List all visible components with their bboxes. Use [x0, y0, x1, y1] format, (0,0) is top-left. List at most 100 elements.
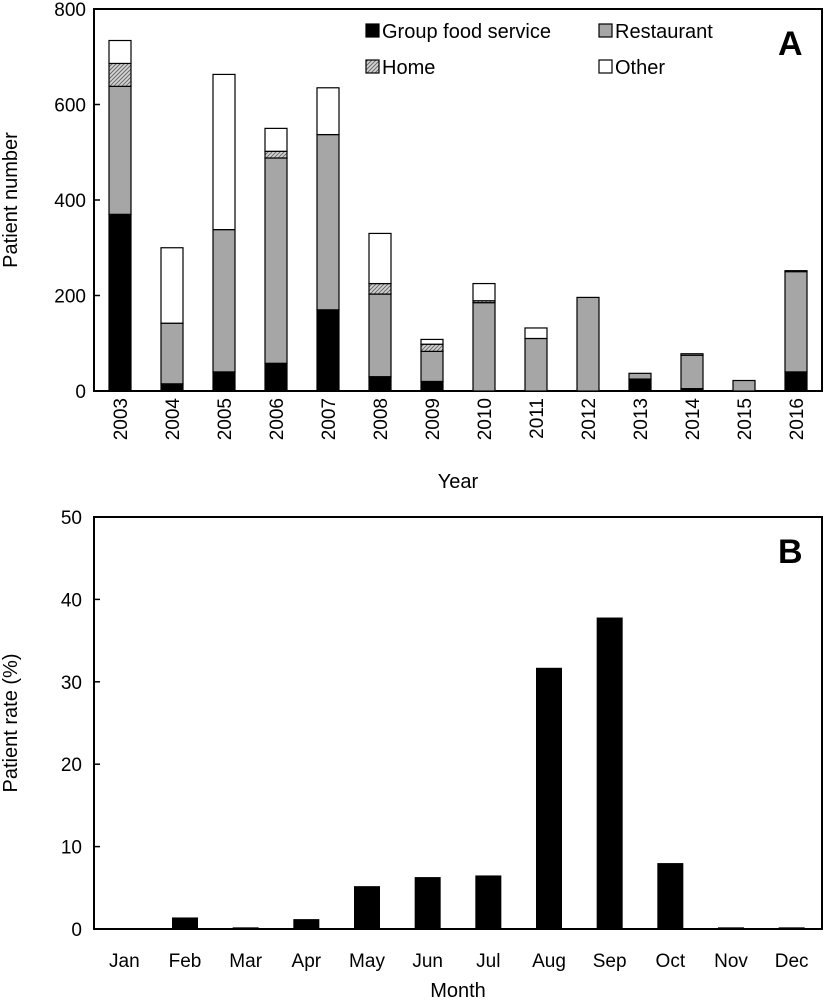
y-tick-label: 40: [61, 590, 82, 611]
bar-2014-other: [680, 353, 704, 356]
bar-2006-group-food-service: [264, 362, 288, 392]
bar-2008-group-food-service: [368, 376, 392, 392]
x-tick-label-jul: Jul: [476, 951, 500, 972]
bar-2013-group-food-service: [628, 378, 652, 392]
bar-2006-other: [264, 127, 288, 152]
bar-2009-group-food-service: [420, 380, 444, 392]
bar-2003-other: [108, 39, 132, 65]
y-tick-label: 0: [71, 920, 82, 941]
x-tick-label-2013: 2013: [631, 398, 652, 440]
y-tick-label: 800: [54, 0, 86, 21]
bar-2011-restaurant: [524, 337, 548, 392]
chart-b-panel-label: B: [778, 533, 803, 571]
chart-b-y-axis-label: Patient rate (%): [0, 654, 22, 793]
bar-Jul: [475, 875, 502, 929]
bar-2009-restaurant: [420, 350, 444, 383]
chart-a-y-axis-label: Patient number: [0, 132, 22, 268]
bar-2009-home: [420, 343, 444, 352]
bar-Aug: [536, 667, 562, 929]
bar-2008-restaurant: [368, 293, 392, 378]
x-tick-label-2008: 2008: [371, 398, 392, 440]
bar-Apr: [293, 919, 320, 929]
bar-2011-other: [524, 327, 548, 340]
bar-Nov: [718, 927, 744, 929]
bar-2006-restaurant: [264, 157, 288, 364]
bar-Mar: [232, 927, 259, 929]
y-tick-label: 200: [54, 287, 86, 308]
legend-label-group-food-service: Group food service: [382, 21, 551, 43]
x-tick-label-2015: 2015: [735, 398, 756, 440]
x-tick-label-2007: 2007: [319, 398, 340, 440]
bar-2014-restaurant: [680, 354, 704, 390]
chart-b-bars: [172, 617, 805, 929]
chart-a-x-axis-label: Year: [438, 471, 479, 493]
bar-Oct: [657, 863, 684, 929]
bar-2004-group-food-service: [160, 383, 184, 392]
y-tick-label: 20: [61, 755, 82, 776]
x-tick-label-oct: Oct: [656, 951, 686, 972]
chart-a-y-ticks: 0 200 400 600 800: [54, 0, 100, 403]
bar-2008-other: [368, 232, 392, 285]
bar-2004-restaurant: [160, 322, 184, 385]
y-tick-label: 400: [54, 191, 86, 212]
x-tick-label-2009: 2009: [423, 398, 444, 440]
bar-2007-restaurant: [316, 133, 340, 311]
x-tick-label-2010: 2010: [475, 398, 496, 440]
x-tick-label-2016: 2016: [787, 398, 808, 440]
bar-Sep: [596, 617, 623, 929]
bar-2003-home: [108, 62, 132, 87]
y-tick-label: 0: [75, 382, 86, 403]
x-tick-label-2012: 2012: [579, 398, 600, 440]
chart-a-frame: [93, 8, 823, 392]
legend-swatch-group-food-service: [365, 23, 380, 38]
x-tick-label-nov: Nov: [714, 951, 748, 972]
x-tick-label-sep: Sep: [593, 951, 627, 972]
legend-swatch-restaurant: [598, 23, 613, 38]
legend-label-other: Other: [615, 57, 665, 79]
x-tick-label-2011: 2011: [527, 398, 548, 439]
bar-2008-home: [368, 282, 392, 295]
bar-2016-other: [784, 270, 808, 273]
y-tick-label: 10: [61, 838, 82, 859]
bar-2013-restaurant: [628, 372, 652, 380]
y-tick-label: 600: [54, 96, 86, 117]
bar-2005-other: [212, 73, 236, 231]
bar-2003-group-food-service: [108, 213, 132, 392]
bar-2007-group-food-service: [316, 309, 340, 392]
legend-label-home: Home: [382, 57, 435, 79]
x-tick-label-apr: Apr: [292, 951, 322, 972]
x-tick-label-2006: 2006: [267, 398, 288, 440]
x-tick-label-jun: Jun: [412, 951, 443, 972]
bar-2015-restaurant: [732, 379, 756, 392]
y-tick-label: 50: [61, 508, 82, 529]
chart-b-x-axis-label: Month: [430, 980, 486, 1000]
bar-2016-restaurant: [784, 271, 808, 373]
legend-label-restaurant: Restaurant: [615, 21, 713, 43]
chart-b: 0 10 20 30 40 50 Jan Feb Mar Apr May Jun Jul Aug Sep O…: [0, 508, 823, 1000]
chart-a-legend: Group food service Restaurant Home Other: [365, 21, 713, 79]
y-tick-label: 30: [61, 673, 82, 694]
x-tick-label-2005: 2005: [215, 398, 236, 440]
bar-2016-group-food-service: [784, 371, 808, 392]
x-tick-label-2004: 2004: [163, 398, 184, 441]
bar-2007-other: [316, 87, 340, 136]
bar-2012-restaurant: [576, 296, 600, 392]
x-tick-label-dec: Dec: [775, 951, 809, 972]
bar-2005-group-food-service: [212, 371, 236, 392]
x-tick-label-feb: Feb: [169, 951, 202, 972]
bar-Jun: [414, 877, 441, 929]
bar-2009-other: [420, 338, 444, 345]
bar-2010-other: [472, 282, 496, 302]
bar-2010-restaurant: [472, 302, 496, 392]
bar-2006-home: [264, 150, 288, 159]
x-tick-label-2003: 2003: [111, 398, 132, 440]
chart-a-x-ticks: 2003 2004 2005 2006 2007 2008 2009 2010 2011 2012…: [111, 398, 808, 441]
legend-swatch-home: [365, 59, 380, 74]
x-tick-label-mar: Mar: [229, 951, 262, 972]
bar-Feb: [172, 917, 198, 929]
chart-b-y-ticks: 0 10 20 30 40 50: [61, 508, 100, 941]
legend-swatch-other: [598, 59, 613, 74]
bar-2005-restaurant: [212, 229, 236, 373]
